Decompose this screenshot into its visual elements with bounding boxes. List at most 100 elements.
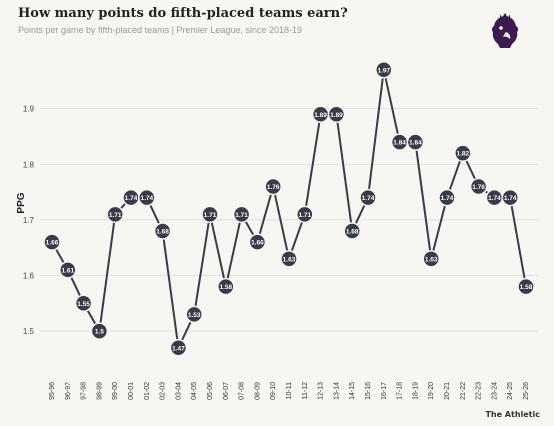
x-tick-label: 20-21 (444, 382, 451, 400)
data-point: 1.68 (153, 222, 172, 240)
data-point: 1.76 (264, 177, 282, 196)
x-tick-label: 22-23 (476, 382, 483, 400)
data-point-marker (264, 177, 282, 196)
data-label: 1.58 (520, 284, 533, 291)
data-label: 1.61 (61, 267, 74, 274)
data-point-marker (280, 250, 298, 268)
x-tick-label: 04-05 (191, 382, 198, 400)
x-tick-label: 24-25 (507, 382, 514, 400)
data-point: 1.71 (232, 205, 251, 224)
data-label: 1.74 (362, 195, 375, 202)
data-point-marker (375, 61, 393, 79)
data-point-marker (153, 222, 172, 240)
data-point: 1.47 (169, 339, 188, 357)
data-label: 1.89 (314, 112, 327, 119)
x-tick-label: 17-18 (397, 382, 404, 400)
data-point-marker (248, 233, 267, 251)
data-point-marker (406, 133, 425, 151)
data-point: 1.71 (201, 205, 219, 224)
data-point: 1.84 (406, 133, 425, 151)
data-label: 1.71 (204, 212, 217, 219)
data-label: 1.53 (188, 312, 201, 319)
data-point-marker (43, 233, 61, 251)
x-tick-label: 19-20 (428, 382, 435, 400)
data-point-marker (422, 250, 440, 268)
x-tick-label: 08-09 (254, 382, 261, 400)
data-point: 1.66 (43, 233, 61, 251)
data-point: 1.84 (390, 133, 409, 151)
data-point-marker (469, 177, 488, 196)
data-point-marker (74, 294, 93, 313)
data-point-marker (138, 188, 156, 207)
data-point-marker (454, 144, 472, 162)
data-point-marker (217, 277, 235, 296)
data-point-marker (185, 305, 203, 324)
data-point: 1.74 (138, 188, 156, 207)
x-tick-label: 25-26 (523, 382, 530, 400)
x-tick-label: 05-06 (207, 382, 214, 400)
x-tick-label: 14-15 (349, 382, 356, 400)
data-point-marker (201, 205, 219, 224)
data-label: 1.5 (95, 329, 104, 336)
x-tick-label: 97-98 (81, 382, 88, 400)
data-label: 1.82 (456, 151, 469, 158)
x-tick-label: 96-97 (65, 382, 72, 400)
data-point: 1.74 (122, 188, 140, 207)
data-point: 1.66 (248, 233, 267, 251)
x-tick-label: 11-12 (302, 382, 309, 399)
y-tick-label: 1.7 (23, 216, 35, 225)
series-line (51, 68, 527, 349)
data-point: 1.76 (469, 177, 488, 196)
data-point-marker (106, 205, 124, 224)
data-label: 1.74 (140, 195, 153, 202)
x-tick-label: 15-16 (365, 382, 372, 400)
data-point-marker (327, 105, 346, 124)
data-label: 1.71 (109, 212, 122, 219)
x-tick-label: 98-99 (96, 382, 103, 400)
x-tick-label: 13-14 (333, 382, 340, 400)
data-label: 1.84 (409, 140, 422, 147)
data-point-marker (59, 261, 77, 279)
data-point: 1.71 (106, 205, 124, 224)
x-tick-label: 02-03 (160, 382, 167, 400)
data-label: 1.74 (488, 195, 501, 202)
y-tick-label: 1.8 (23, 160, 35, 169)
data-point: 1.89 (327, 105, 346, 124)
x-tick-label: 12-13 (318, 382, 325, 400)
chart-subtitle: Points per game by fifth-placed teams | … (18, 25, 302, 35)
data-point: 1.74 (501, 188, 519, 207)
y-tick-label: 1.5 (23, 327, 35, 336)
data-point: 1.74 (438, 188, 456, 207)
data-point-marker (296, 205, 314, 224)
x-tick-label: 10-11 (286, 382, 293, 399)
data-point: 1.97 (375, 61, 393, 79)
data-label: 1.89 (330, 112, 343, 119)
data-point: 1.53 (185, 305, 203, 324)
x-tick-label: 99-00 (112, 382, 119, 400)
y-tick-label: 1.6 (23, 271, 35, 280)
data-label: 1.55 (77, 301, 90, 308)
data-point: 1.82 (454, 144, 472, 162)
data-point: 1.58 (517, 277, 535, 296)
x-tick-label: 07-08 (239, 382, 246, 400)
data-point: 1.63 (280, 250, 298, 268)
data-point-marker (501, 188, 519, 207)
data-label: 1.84 (393, 140, 406, 147)
data-point: 1.63 (422, 250, 440, 268)
data-label: 1.71 (298, 212, 311, 219)
data-point-marker (343, 222, 361, 240)
data-point-marker (438, 188, 456, 207)
data-point: 1.71 (296, 205, 314, 224)
x-tick-label: 95-96 (49, 382, 56, 400)
data-point-marker (90, 322, 109, 340)
y-tick-label: 1.9 (23, 105, 35, 114)
data-label: 1.74 (441, 195, 454, 202)
data-label: 1.71 (235, 212, 248, 219)
x-tick-label: 00-01 (128, 382, 135, 400)
data-label: 1.68 (156, 229, 169, 236)
data-label: 1.76 (267, 184, 280, 191)
data-label: 1.76 (472, 184, 485, 191)
data-label: 1.47 (172, 345, 185, 352)
data-point: 1.5 (90, 322, 109, 340)
